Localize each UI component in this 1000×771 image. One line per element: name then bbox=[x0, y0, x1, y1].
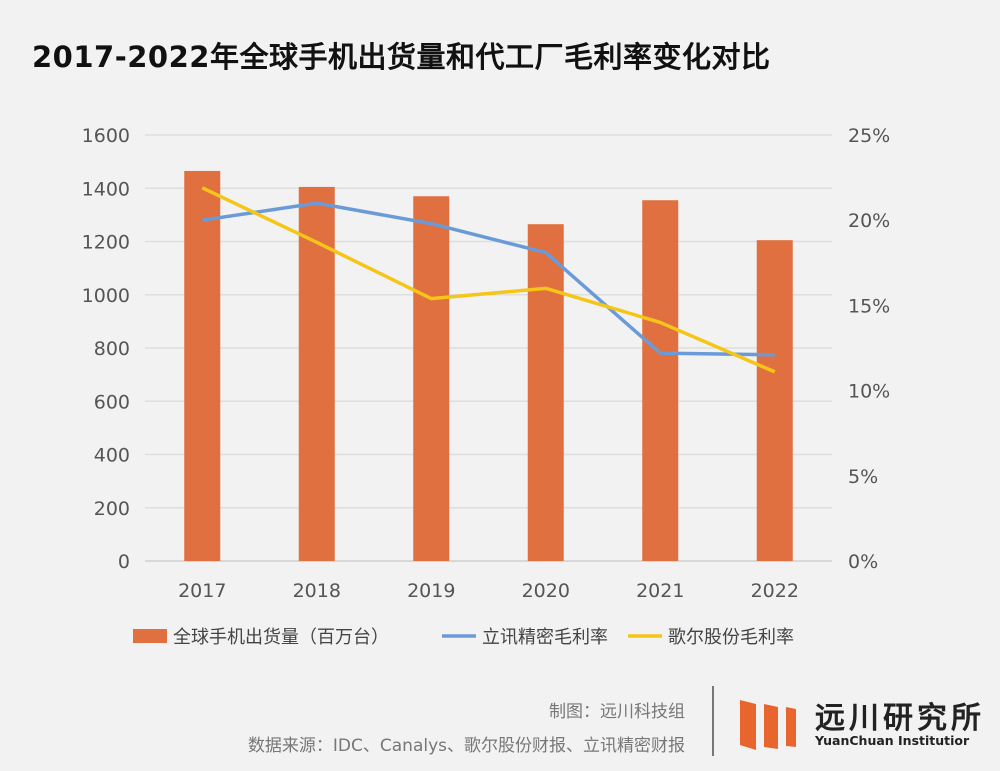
line-series-1 bbox=[201, 201, 775, 357]
right-tick-label: 20% bbox=[848, 210, 890, 232]
bar-2021 bbox=[642, 200, 679, 561]
x-tick-label: 2022 bbox=[751, 580, 799, 602]
right-tick-label: 0% bbox=[848, 551, 878, 573]
line-series-2 bbox=[201, 186, 776, 374]
right-tick-label: 25% bbox=[848, 125, 890, 147]
source-text: 数据来源：IDC、Canalys、歌尔股份财报、立讯精密财报 bbox=[247, 736, 685, 756]
x-tick-label: 2017 bbox=[178, 580, 226, 602]
x-tick-label: 2021 bbox=[636, 580, 684, 602]
legend-label: 歌尔股份毛利率 bbox=[668, 627, 794, 648]
logo-text-en: YuanChuan Institutior bbox=[815, 733, 970, 748]
left-tick-label: 1200 bbox=[82, 232, 130, 254]
right-tick-label: 15% bbox=[848, 295, 890, 317]
right-tick-label: 5% bbox=[848, 466, 878, 488]
x-tick-label: 2018 bbox=[293, 580, 341, 602]
legend-label: 立讯精密毛利率 bbox=[482, 627, 608, 648]
left-tick-label: 0 bbox=[118, 551, 130, 573]
left-tick-label: 1000 bbox=[82, 285, 130, 307]
bar-2020 bbox=[527, 224, 564, 561]
credit-block: 制图：远川科技组 数据来源：IDC、Canalys、歌尔股份财报、立讯精密财报 bbox=[248, 695, 685, 763]
left-tick-label: 200 bbox=[94, 498, 130, 520]
bar-2017 bbox=[184, 170, 221, 561]
left-tick-label: 1400 bbox=[82, 178, 130, 200]
left-tick-label: 400 bbox=[94, 445, 130, 467]
bar-2022 bbox=[756, 240, 793, 561]
logo-text-cn: 远川研究所 bbox=[815, 701, 985, 736]
x-tick-label: 2020 bbox=[522, 580, 570, 602]
right-tick-label: 10% bbox=[848, 381, 890, 403]
legend-swatch-bar bbox=[133, 629, 167, 643]
left-tick-label: 600 bbox=[94, 391, 130, 413]
chart-title: 2017-2022年全球手机出货量和代工厂毛利率变化对比 bbox=[32, 40, 771, 74]
divider bbox=[712, 686, 714, 756]
legend-label: 全球手机出货量（百万台） bbox=[173, 627, 389, 648]
left-tick-label: 800 bbox=[94, 338, 130, 360]
bar-2019 bbox=[413, 196, 450, 562]
left-tick-label: 1600 bbox=[82, 125, 130, 147]
credit-text: 制图：远川科技组 bbox=[549, 702, 685, 722]
logo-bars-icon bbox=[740, 700, 796, 750]
x-tick-label: 2019 bbox=[407, 580, 455, 602]
